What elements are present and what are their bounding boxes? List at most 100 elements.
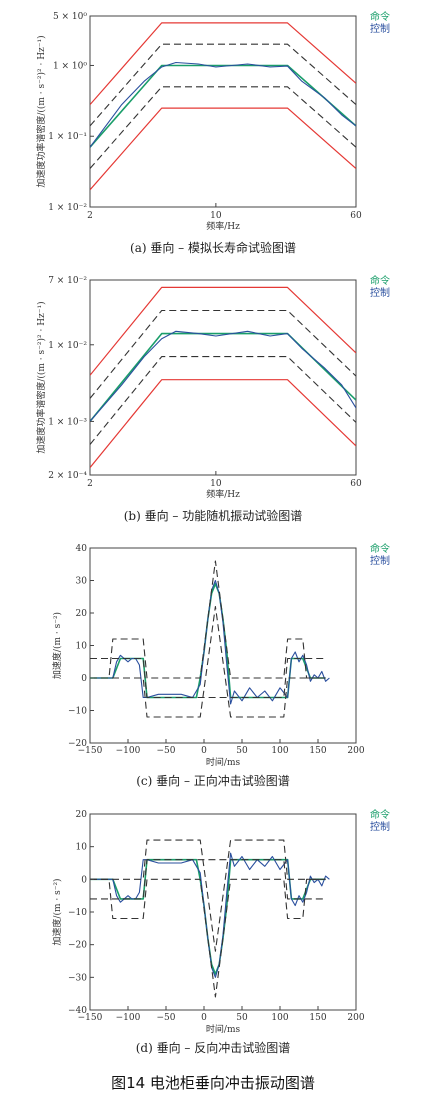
x-tick-label: 10 [210, 479, 222, 489]
series-lower-limit [90, 605, 326, 718]
chart-c: −150 −100 −50 0 50 100 150 200−20−10010203040时间… [51, 542, 390, 788]
legend-command: 命令 [370, 542, 390, 555]
series-lower-limit [90, 107, 356, 191]
x-tick-label: 100 [271, 1013, 288, 1023]
y-tick-label: 1 × 10⁰ [53, 61, 87, 71]
series-lower-alarm [90, 86, 356, 169]
y-tick-label: −10 [68, 908, 87, 918]
x-tick-label: −100 [116, 1013, 141, 1023]
y-tick-label: −40 [68, 1006, 87, 1016]
series-lower-limit [90, 878, 326, 998]
y-tick-label: 20 [76, 609, 88, 619]
y-tick-label: −30 [68, 973, 87, 983]
legend-control: 控制 [370, 22, 390, 35]
legend-command: 命令 [370, 10, 390, 23]
x-tick-label: −50 [157, 1013, 176, 1023]
y-tick-label: 10 [76, 843, 88, 853]
y-tick-label: 10 [76, 642, 88, 652]
figure-title: 图14 电池柜垂向冲击振动图谱 [111, 1074, 315, 1092]
chart-b: 2 10 60 7 × 10⁻² 1 × 10⁻² 1 × 10⁻³ 2 × 10⁻⁴ 频率/… [35, 274, 390, 523]
series-group [90, 286, 356, 468]
series-upper-limit [90, 839, 326, 952]
series-upper-limit [90, 22, 356, 105]
y-tick-label: 1 × 10⁻³ [48, 417, 87, 427]
plot-frame [89, 813, 357, 1011]
series-group [90, 22, 356, 191]
series-command [90, 64, 356, 148]
x-tick-label: −100 [116, 746, 141, 756]
series-command [90, 332, 356, 422]
plot-frame [89, 547, 357, 744]
plot-frame [89, 15, 357, 208]
x-tick-label: 10 [210, 211, 222, 221]
x-tick-label: 150 [309, 746, 326, 756]
x-tick-label: 2 [87, 211, 93, 221]
chart-a: 2 10 60 5 × 10⁰ 1 × 10⁰ 1 × 10⁻¹ 1 × 10⁻² 频率/Hz… [35, 10, 390, 255]
series-control [90, 330, 356, 422]
legend-control: 控制 [370, 286, 390, 299]
legend-control: 控制 [370, 554, 390, 567]
series-upper-limit [90, 286, 356, 376]
y-tick-label: 0 [81, 674, 87, 684]
y-axis-label: 加速度功率谱密度/((m · s⁻²)² · Hz⁻¹) [35, 301, 47, 453]
series-control [90, 579, 330, 705]
series-upper-alarm [90, 657, 326, 699]
x-tick-label: 60 [350, 211, 362, 221]
series-command [90, 582, 326, 699]
x-tick-label: 150 [309, 1013, 326, 1023]
x-axis-label: 频率/Hz [206, 488, 240, 500]
y-tick-label: −10 [68, 707, 87, 717]
y-axis-label: 加速度功率谱密度/((m · s⁻²)² · Hz⁻¹) [35, 35, 47, 187]
series-group [90, 560, 330, 718]
x-tick-label: 50 [236, 1013, 248, 1023]
x-tick-label: −150 [78, 1013, 103, 1023]
x-tick-label: 100 [271, 746, 288, 756]
x-tick-label: 50 [236, 746, 248, 756]
series-command [90, 858, 326, 975]
series-lower-alarm [90, 859, 326, 900]
series-upper-alarm [90, 43, 356, 127]
series-group [90, 839, 330, 998]
y-tick-label: 7 × 10⁻² [48, 276, 87, 286]
x-tick-label: 0 [201, 746, 207, 756]
x-axis-label: 频率/Hz [206, 220, 240, 232]
x-tick-label: 0 [201, 1013, 207, 1023]
series-lower-limit [90, 379, 356, 468]
chart-caption: (a) 垂向 – 模拟长寿命试验图谱 [130, 240, 296, 255]
y-tick-label: −20 [68, 739, 87, 749]
y-tick-label: 1 × 10⁻² [48, 341, 87, 351]
chart-caption: (b) 垂向 – 功能随机振动试验图谱 [124, 508, 303, 523]
series-control [90, 852, 330, 978]
series-upper-alarm [90, 309, 356, 399]
x-axis-label: 时间/ms [206, 1023, 241, 1035]
y-tick-label: 0 [81, 875, 87, 885]
x-tick-label: 200 [347, 746, 364, 756]
chart-d: −150 −100 −50 0 50 100 150 200−40−30−20−1001020… [51, 808, 390, 1055]
y-tick-label: 5 × 10⁰ [53, 12, 87, 22]
chart-caption: (d) 垂向 – 反向冲击试验图谱 [136, 1040, 291, 1055]
y-tick-label: 30 [76, 577, 88, 587]
x-tick-label: −150 [78, 746, 103, 756]
y-tick-label: 40 [76, 544, 88, 554]
x-tick-label: −50 [157, 746, 176, 756]
x-tick-label: 60 [350, 479, 362, 489]
series-upper-limit [90, 560, 326, 679]
chart-caption: (c) 垂向 – 正向冲击试验图谱 [136, 773, 290, 788]
x-tick-label: 200 [347, 1013, 364, 1023]
x-tick-label: 2 [87, 479, 93, 489]
x-axis-label: 时间/ms [206, 756, 241, 768]
y-tick-label: 20 [76, 810, 88, 820]
legend-control: 控制 [370, 820, 390, 833]
y-tick-label: 2 × 10⁻⁴ [48, 471, 87, 481]
series-control [90, 61, 356, 148]
series-lower-alarm [90, 356, 356, 445]
y-axis-label: 加速度/(m · s⁻²) [51, 878, 63, 945]
y-tick-label: −20 [68, 941, 87, 951]
legend-command: 命令 [370, 808, 390, 821]
plot-frame [89, 279, 357, 476]
y-tick-label: 1 × 10⁻¹ [48, 132, 87, 142]
legend-command: 命令 [370, 274, 390, 287]
y-axis-label: 加速度/(m · s⁻²) [51, 612, 63, 679]
y-tick-label: 1 × 10⁻² [48, 203, 87, 213]
